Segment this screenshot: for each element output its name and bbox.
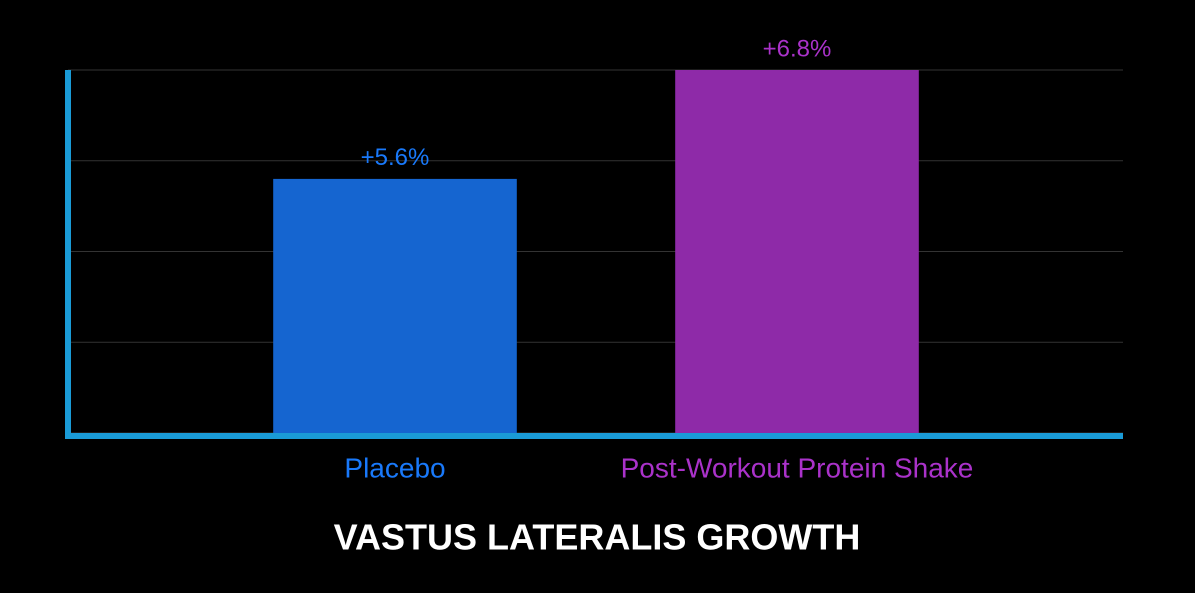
x-tick-label: Post-Workout Protein Shake xyxy=(621,452,974,483)
bar xyxy=(273,178,517,433)
x-tick-label: Placebo xyxy=(344,452,445,483)
chart-title: VASTUS LATERALIS GROWTH xyxy=(334,517,861,558)
value-label: +6.8% xyxy=(763,35,832,62)
value-label: +5.6% xyxy=(361,144,430,171)
bar xyxy=(675,70,919,433)
